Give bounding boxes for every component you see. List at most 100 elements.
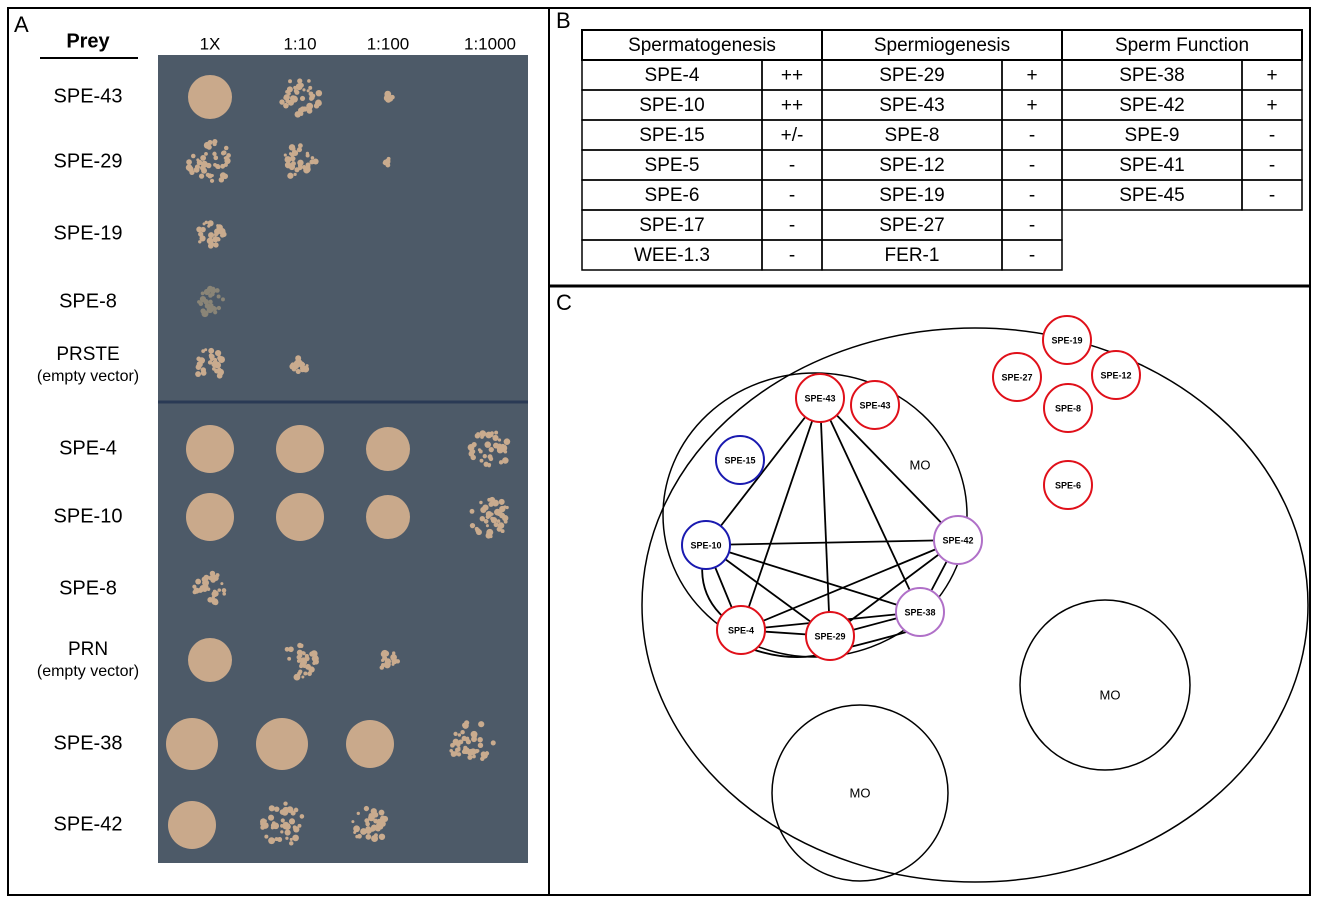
colony: [293, 836, 298, 841]
colony: [218, 356, 225, 363]
prey-label: SPE-29: [54, 150, 123, 172]
protein-name: SPE-10: [639, 95, 704, 116]
colony: [292, 150, 298, 156]
colony: [212, 152, 216, 156]
colony: [208, 348, 214, 354]
colony: [300, 644, 303, 647]
colony: [469, 451, 475, 457]
colony: [462, 722, 467, 727]
node-label: SPE-19: [1051, 335, 1082, 345]
colony: [502, 514, 505, 517]
colony: [209, 242, 214, 247]
colony: [274, 806, 279, 811]
colony: [297, 78, 302, 83]
colony: [295, 111, 301, 117]
protein-name: SPE-19: [879, 185, 944, 206]
protein-name: SPE-17: [639, 215, 704, 236]
network: MOMOMOSPE-43SPE-43SPE-15SPE-10SPE-42SPE-…: [642, 316, 1308, 882]
colony: [217, 295, 221, 299]
colony: [217, 165, 221, 169]
colony: [494, 522, 499, 527]
protein-name: SPE-29: [879, 65, 944, 86]
interaction-score: +: [1026, 95, 1037, 116]
colony: [480, 435, 484, 439]
colony: [472, 755, 476, 759]
colony: [386, 160, 391, 165]
colony: [200, 360, 204, 364]
colony: [285, 162, 292, 169]
colony: [211, 174, 214, 177]
panel-label: B: [556, 8, 571, 33]
node-label: SPE-27: [1001, 372, 1032, 382]
interaction-score: -: [1029, 125, 1035, 146]
protein-name: SPE-15: [639, 125, 704, 146]
colony: [366, 427, 410, 471]
colony: [225, 156, 229, 160]
colony: [357, 812, 360, 815]
colony: [353, 825, 360, 832]
interaction-score: -: [1029, 185, 1035, 206]
colony: [264, 835, 268, 839]
colony: [379, 810, 385, 816]
colony: [309, 95, 314, 100]
colony: [373, 819, 378, 824]
colony: [316, 90, 322, 96]
colony: [296, 83, 303, 90]
colony: [466, 737, 470, 741]
colony: [302, 88, 305, 91]
colony: [449, 749, 453, 753]
prey-label: SPE-4: [59, 437, 117, 459]
colony: [384, 95, 391, 102]
node-label: SPE-6: [1055, 480, 1081, 490]
protein-name: SPE-9: [1125, 125, 1180, 146]
interaction-score: +: [1026, 65, 1037, 86]
protein-name: SPE-5: [645, 155, 700, 176]
colony: [283, 807, 289, 813]
node-label: SPE-15: [724, 455, 755, 465]
colony: [220, 582, 223, 585]
colony: [218, 368, 221, 371]
colony: [221, 297, 225, 301]
protein-name: SPE-27: [879, 215, 944, 236]
colony: [364, 806, 369, 811]
colony: [222, 150, 227, 155]
colony: [315, 104, 319, 108]
prey-label: SPE-19: [54, 222, 123, 244]
colony: [301, 675, 304, 678]
colony: [276, 493, 324, 541]
colony: [219, 177, 224, 182]
prey-label: SPE-38: [54, 732, 123, 754]
colony: [492, 435, 498, 441]
colony: [298, 143, 303, 148]
node-label: SPE-10: [690, 540, 721, 550]
node-label: SPE-42: [942, 535, 973, 545]
colony: [488, 502, 493, 507]
compartment-label: MO: [910, 457, 931, 472]
colony: [306, 167, 309, 170]
colony: [204, 142, 211, 149]
colony: [210, 304, 214, 308]
colony: [221, 232, 226, 237]
colony: [487, 464, 490, 467]
colony: [281, 818, 285, 822]
colony: [200, 308, 205, 313]
interaction-score: -: [1029, 155, 1035, 176]
colony: [202, 577, 207, 582]
colony: [288, 79, 292, 83]
colony: [214, 360, 218, 364]
colony: [204, 152, 208, 156]
protein-name: SPE-41: [1119, 155, 1184, 176]
interaction-score: -: [1269, 155, 1275, 176]
interaction-edge: [820, 398, 830, 636]
colony: [380, 815, 386, 821]
colony: [300, 96, 305, 101]
colony: [189, 170, 194, 175]
colony: [210, 179, 214, 183]
colony: [213, 156, 218, 161]
colony: [303, 664, 307, 668]
interaction-score: ++: [781, 95, 803, 116]
protein-name: SPE-6: [645, 185, 700, 206]
colony: [364, 818, 369, 823]
colony: [195, 371, 201, 377]
colony: [501, 529, 505, 533]
